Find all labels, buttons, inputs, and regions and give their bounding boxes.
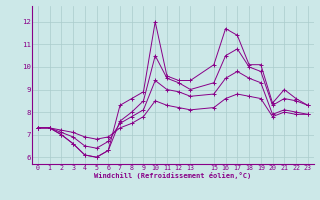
X-axis label: Windchill (Refroidissement éolien,°C): Windchill (Refroidissement éolien,°C)	[94, 172, 252, 179]
